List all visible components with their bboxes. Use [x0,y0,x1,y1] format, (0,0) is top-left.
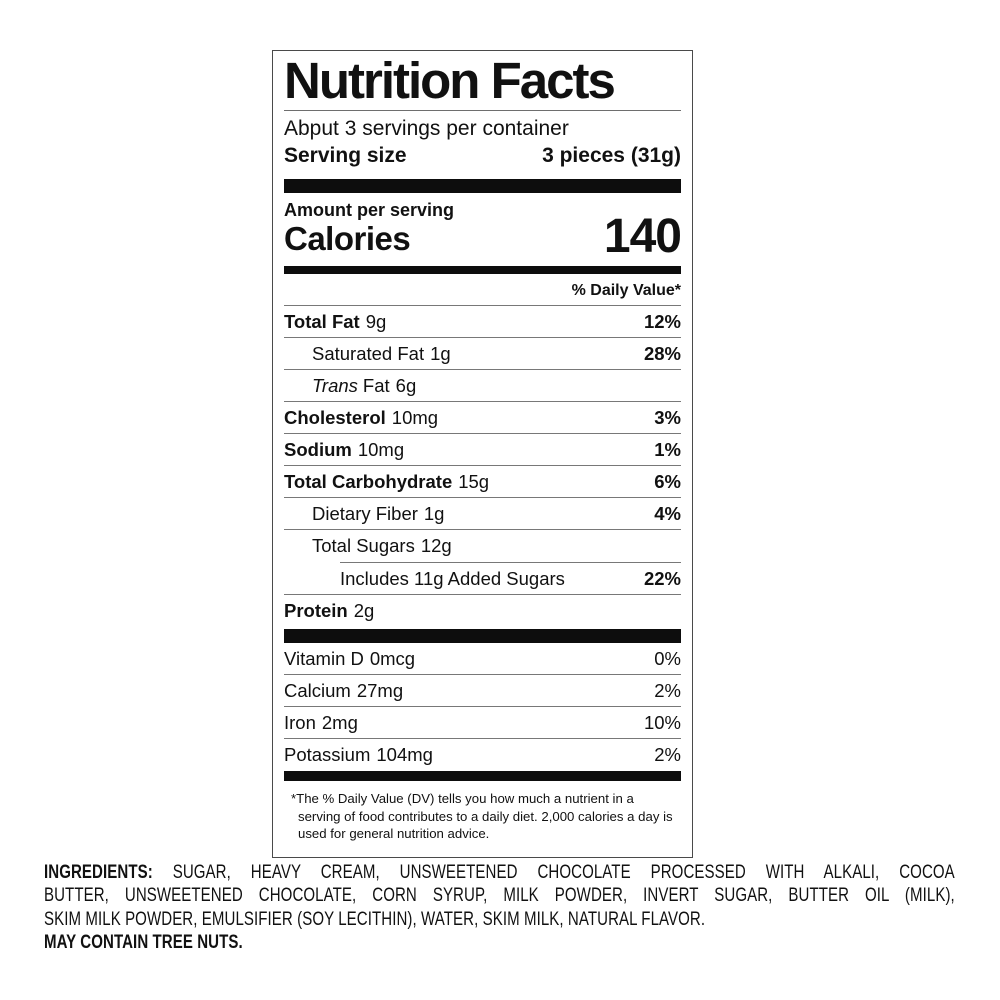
nutrient-name: Saturated Fat [312,342,425,364]
ingredients-line: INGREDIENTS: SUGAR, HEAVY CREAM, UNSWEET… [44,861,955,884]
nutrient-row-added-sugars: Includes 11g Added Sugars 22% [284,563,681,595]
nutrient-amount: 1g [430,342,451,364]
ingredients-text: SUGAR, HEAVY CREAM, UNSWEETENED CHOCOLAT… [152,862,955,883]
allergen-statement: MAY CONTAIN TREE NUTS. [44,931,243,953]
calories-label: Calories [284,220,411,257]
nutrient-amount: 10mg [357,438,405,460]
nutrient-row-sodium: Sodium 10mg 1% [284,434,681,466]
ingredients-label: INGREDIENTS: [44,862,153,883]
nutrient-row-protein: Protein 2g [284,595,681,627]
daily-value-percent: 2% [654,744,681,765]
nutrient-amount: 1g [423,502,445,524]
daily-value-header: % Daily Value* [284,274,681,306]
daily-value-percent: 28% [643,342,681,364]
nutrient-name-italic: Trans [312,374,358,396]
amount-per-serving-label: Amount per serving [284,200,455,220]
nutrient-amount: 2g [353,600,375,621]
calories-left: Amount per serving Calories [284,200,454,257]
ingredients-statement: INGREDIENTS: SUGAR, HEAVY CREAM, UNSWEET… [44,861,955,954]
nutrient-row-total-carbohydrate: Total Carbohydrate 15g 6% [284,466,681,498]
ingredients-line: SKIM MILK POWDER, EMULSIFIER (SOY LECITH… [44,908,706,930]
daily-value-percent: 0% [654,647,681,669]
separator-bar-thick [284,629,681,643]
micronutrient-row-potassium: Potassium 104mg 2% [284,739,681,771]
nutrient-name: Includes 11g Added Sugars [340,567,565,589]
daily-value-percent: 1% [654,438,681,460]
nutrient-row-trans-fat: Trans Fat 6g [284,370,681,402]
nutrient-row-saturated-fat: Saturated Fat 1g 28% [284,338,681,370]
calories-value: 140 [603,210,682,263]
micronutrient-row-iron: Iron 2mg 10% [284,707,681,739]
nutrient-amount: 6g [395,374,417,396]
nutrient-row-cholesterol: Cholesterol 10mg 3% [284,402,681,434]
nutrient-name: Potassium [284,744,371,765]
micronutrient-row-vitamin-d: Vitamin D 0mcg 0% [284,643,681,675]
nutrient-name: Vitamin D [284,647,364,669]
nutrient-amount: 15g [458,470,490,492]
nutrient-name: Total Fat [284,310,360,332]
daily-value-percent: 10% [643,711,681,733]
serving-size-row: Serving size 3 pieces (31g) [284,142,681,170]
nutrient-amount: 12g [420,535,452,556]
daily-value-percent: 2% [654,679,681,701]
separator-bar-medium [284,266,681,274]
label-title: Nutrition Facts [284,52,616,109]
nutrient-amount: 9g [365,310,387,332]
nutrient-amount: 27mg [356,679,404,701]
daily-value-percent: 6% [654,470,681,492]
nutrient-row-total-fat: Total Fat 9g 12% [284,306,681,338]
nutrient-amount: 10mg [391,406,439,428]
nutrient-name: Sodium [284,438,352,460]
serving-size-label: Serving size [284,144,407,167]
nutrient-amount: 0mcg [369,647,416,669]
ingredients-line: BUTTER, UNSWEETENED CHOCOLATE, CORN SYRU… [44,885,955,907]
nutrient-row-dietary-fiber: Dietary Fiber 1g 4% [284,498,681,530]
nutrient-name: Iron [284,711,316,733]
separator-bar-bottom [284,771,681,781]
nutrient-name: Dietary Fiber [312,502,418,524]
calories-section: Amount per serving Calories 140 [284,200,682,263]
daily-value-percent: 12% [643,310,681,332]
nutrient-row-total-sugars: Total Sugars 12g [284,530,681,562]
nutrient-name: Total Carbohydrate [284,470,453,492]
servings-per-container: Abput 3 servings per container [284,117,569,140]
added-sugars-indent-rule [340,562,681,563]
nutrient-amount: 104mg [376,744,433,765]
micronutrient-row-calcium: Calcium 27mg 2% [284,675,681,707]
separator-bar-thick [284,179,681,193]
daily-value-percent: 3% [654,406,681,428]
serving-size-value: 3 pieces (31g) [542,144,681,167]
nutrient-name: Total Sugars [312,535,415,556]
nutrition-facts-label: Nutrition Facts Abput 3 servings per con… [272,50,693,858]
nutrient-name: Protein [284,600,348,621]
nutrient-amount: 2mg [321,711,358,733]
nutrient-name: Fat [362,374,390,396]
daily-value-footnote: *The % Daily Value (DV) tells you how mu… [291,791,673,841]
nutrient-name: Calcium [284,679,351,701]
nutrient-name: Cholesterol [284,406,386,428]
daily-value-percent: 4% [654,502,681,524]
title-divider [284,110,681,111]
daily-value-percent: 22% [643,567,681,589]
